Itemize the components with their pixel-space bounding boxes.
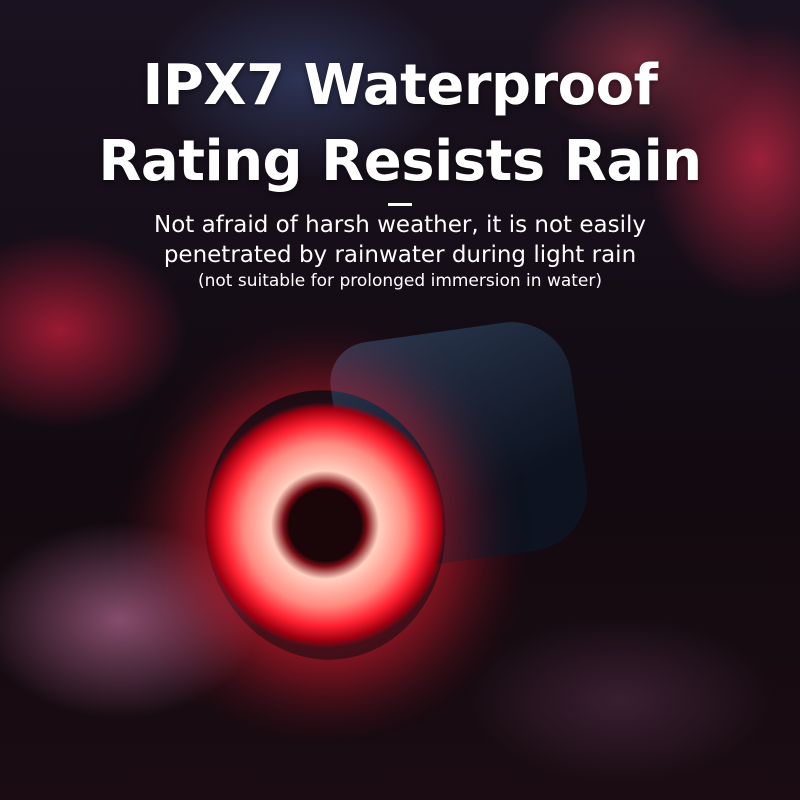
subtitle: Not afraid of harsh weather, it is not e… <box>0 210 800 270</box>
headline: IPX7 Waterproof Rating Resists Rain <box>0 48 800 200</box>
headline-line-2: Rating Resists Rain <box>98 129 702 194</box>
subtitle-line-1: Not afraid of harsh weather, it is not e… <box>153 212 646 238</box>
headline-line-1: IPX7 Waterproof <box>142 53 658 118</box>
disclaimer-note: (not suitable for prolonged immersion in… <box>197 271 603 291</box>
divider <box>388 203 412 206</box>
subtitle-line-2: penetrated by rainwater during light rai… <box>163 242 637 268</box>
